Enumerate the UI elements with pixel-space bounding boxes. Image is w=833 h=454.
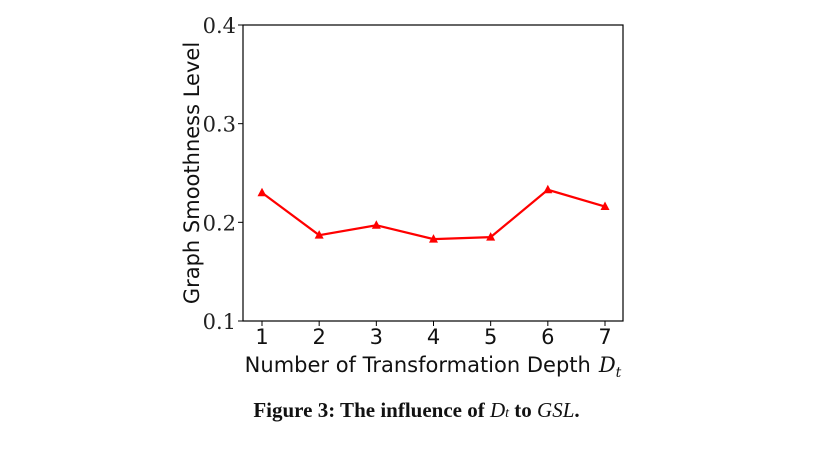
x-axis-label: Number of Transformation Depth Dt: [245, 353, 622, 381]
data-point-marker: [429, 234, 438, 243]
data-point-marker: [371, 220, 381, 229]
x-tick-label: 4: [427, 325, 440, 349]
plot-frame: [242, 24, 624, 322]
y-axis-label: Graph Smoothness Level: [180, 42, 204, 304]
x-tick-label: 6: [541, 325, 554, 349]
data-point-marker: [486, 232, 496, 241]
x-tick-label: 1: [255, 325, 268, 349]
figure-caption: Figure 3: The influence of Dt to GSL.: [253, 398, 580, 422]
data-point-marker: [543, 184, 553, 194]
data-point-marker: [314, 230, 324, 239]
x-tick-label: 3: [370, 325, 383, 349]
y-tick-label: 0.1: [203, 310, 236, 334]
data-point-marker: [257, 187, 267, 197]
x-tick-label: 5: [484, 325, 497, 349]
x-tick-label: 7: [598, 325, 611, 349]
series-line: [261, 188, 606, 241]
y-tick-label: 0.4: [203, 14, 236, 38]
data-point-marker: [600, 201, 610, 211]
y-tick-label: 0.2: [203, 211, 236, 235]
y-tick-label: 0.3: [203, 113, 236, 137]
x-tick-label: 2: [312, 325, 325, 349]
